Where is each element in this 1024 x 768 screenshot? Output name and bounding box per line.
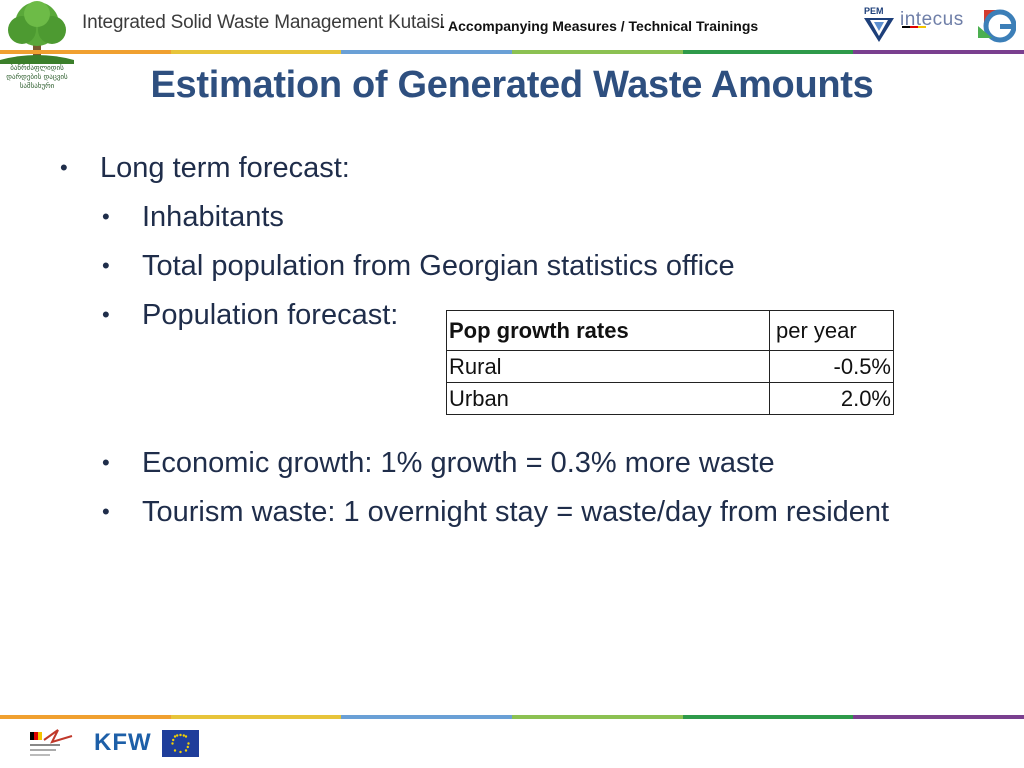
bullet-text: Long term forecast: — [100, 152, 350, 184]
bullet-text: Economic growth: 1% growth = 0.3% more w… — [142, 447, 775, 479]
svg-text:intecus: intecus — [900, 9, 964, 30]
bullet-tourism-waste: • Tourism waste: 1 overnight stay = wast… — [102, 494, 889, 530]
pem-consult-logo-icon: PEM — [862, 4, 896, 44]
bullet-text: Inhabitants — [142, 201, 284, 233]
table-row: Rural -0.5% — [446, 350, 894, 383]
bullet-dot: • — [102, 302, 110, 327]
project-title: Integrated Solid Waste Management Kutais… — [82, 12, 444, 33]
bullet-dot: • — [60, 155, 68, 180]
intecus-logo-icon: intecus — [898, 8, 976, 44]
bullet-dot: • — [102, 253, 110, 278]
german-cooperation-logo-icon — [28, 726, 76, 760]
table-cell: Urban — [446, 382, 770, 415]
bullet-dot: • — [102, 204, 110, 229]
bullet-dot: • — [102, 450, 110, 475]
bullet-text: Population forecast: — [142, 299, 399, 331]
slide-title: Estimation of Generated Waste Amounts — [150, 64, 874, 106]
table-row: Urban 2.0% — [446, 382, 894, 415]
bullet-population-forecast: • Population forecast: — [102, 297, 398, 333]
tree-logo-icon: ბანრძაფლიდის დარდების დაცვის სამსახური — [0, 0, 74, 92]
header-subtitle: - Accompanying Measures / Technical Trai… — [440, 18, 759, 34]
table-header-cell: Pop growth rates — [446, 310, 770, 351]
bullet-inhabitants: • Inhabitants — [102, 199, 284, 235]
slide-header: ბანრძაფლიდის დარდების დაცვის სამსახური I… — [0, 0, 1024, 110]
header-color-bar — [0, 50, 1024, 54]
bullet-long-term-forecast: • Long term forecast: — [60, 150, 350, 186]
bullet-total-population: • Total population from Georgian statist… — [102, 248, 735, 284]
table-cell: 2.0% — [769, 382, 894, 415]
table-cell: -0.5% — [769, 350, 894, 383]
bullet-text: Total population from Georgian statistic… — [142, 250, 735, 282]
bullet-dot: • — [102, 499, 110, 524]
svg-text:PEM: PEM — [864, 6, 884, 16]
georgia-g-logo-icon — [976, 8, 1017, 44]
table-header-row: Pop growth rates per year — [446, 310, 894, 351]
kfw-logo: KFW — [94, 729, 152, 756]
eu-flag-icon — [162, 730, 199, 757]
bullet-text: Tourism waste: 1 overnight stay = waste/… — [142, 496, 890, 528]
bullet-economic-growth: • Economic growth: 1% growth = 0.3% more… — [102, 445, 775, 481]
left-logo-caption: ბანრძაფლიდის დარდების დაცვის სამსახური — [6, 64, 68, 90]
table-cell: Rural — [446, 350, 770, 383]
footer-color-bar — [0, 715, 1024, 719]
table-header-cell: per year — [769, 310, 894, 351]
pop-growth-rates-table: Pop growth rates per year Rural -0.5% Ur… — [446, 310, 894, 415]
